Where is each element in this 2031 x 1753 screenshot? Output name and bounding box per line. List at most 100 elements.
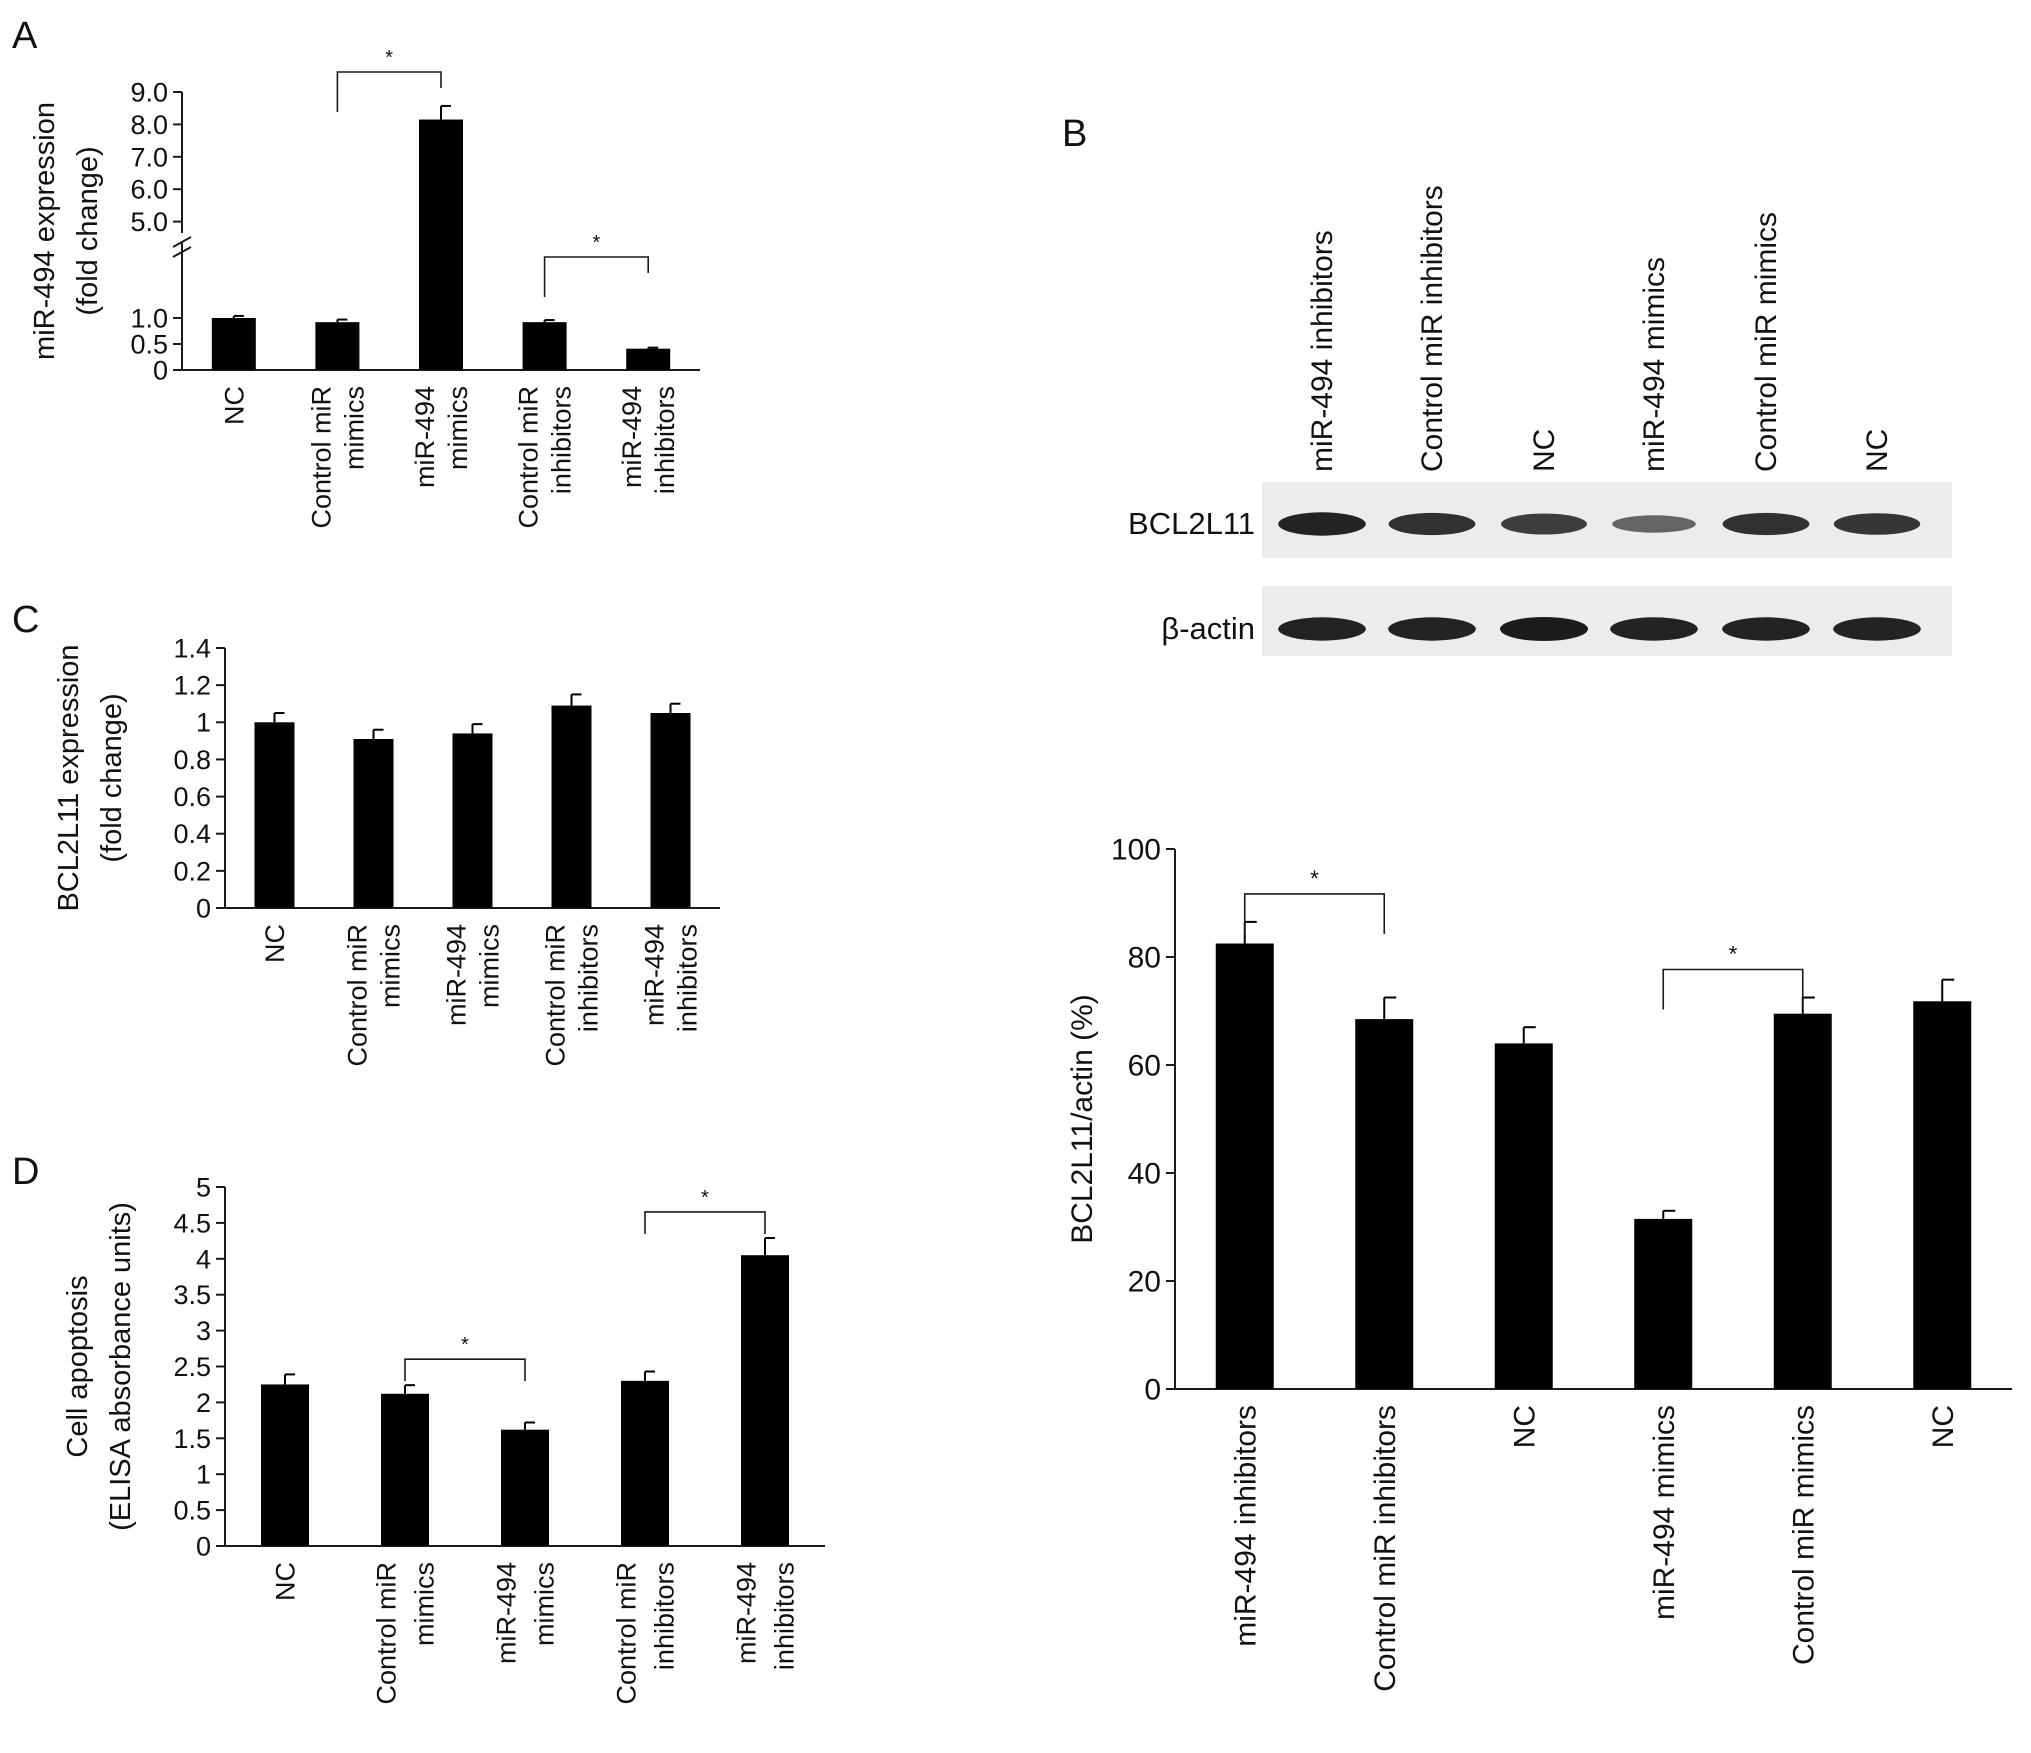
y-axis-title: miR-494 expression [29,102,61,360]
panel-letter-b: B [1062,113,1087,155]
x-category-label: inhibitors [672,924,702,1032]
x-category-label: Control miR [514,386,544,529]
bar [1634,1218,1693,1389]
lane-label: Control miR mimics [1750,212,1783,472]
x-category-label: mimics [529,1562,559,1646]
y-tick-label: 8.0 [130,110,168,140]
y-tick-label: 0.5 [173,1496,211,1526]
blot-band [1833,513,1921,535]
x-category-label: Control miR inhibitors [1369,1405,1402,1692]
x-category-label: Control miR [306,386,336,529]
x-category-label: NC [219,386,249,425]
chart-panel-d: 0 0.5 1 1.5 2 2.5 3 3.5 4 4.5 5 NC Control miR mimics… [62,1172,825,1705]
x-category-label: miR-494 mimics [1648,1405,1681,1620]
lane-label: miR-494 mimics [1638,257,1671,472]
bar [522,322,567,370]
significance-bracket [336,71,442,112]
blot-band [1278,512,1366,536]
chart-panel-c: 00.20.40.60.811.21.4NC Control miR mimics m… [53,633,720,1067]
bar [452,733,493,908]
blot-band [1278,617,1366,641]
y-tick-label: 2 [196,1388,211,1418]
bar [353,739,394,908]
x-category-label: inhibitors [649,1562,679,1670]
y-tick-label: 0 [153,355,168,385]
lane-label: NC [1528,429,1561,472]
y-tick-label: 1.2 [173,671,211,701]
y-axis-title: (fold change) [96,693,128,862]
blot-band [1501,513,1587,535]
y-tick-label: 20 [1128,1266,1161,1299]
x-category-label: mimics [339,386,369,470]
y-tick-label: 40 [1128,1158,1161,1191]
blot-band [1610,617,1698,641]
western-blot: miR-494 inhibitors Control miR inhibitors… [1128,185,1952,656]
lane-label: Control miR inhibitors [1416,185,1449,472]
bar [621,1380,669,1546]
blot-strip [1262,586,1952,656]
bar [1773,1013,1832,1389]
x-category-label: inhibitors [650,386,680,494]
significance-star: * [1729,942,1738,967]
x-category-label: mimics [474,924,504,1008]
x-category-label: Control miR [540,924,570,1067]
y-axis-title: Cell apoptosis [62,1275,94,1457]
y-axis-title: BCL2L11/actin (%) [1066,994,1099,1244]
significance-bracket [1243,893,1386,934]
bar [315,322,360,370]
x-category-label: miR-494 [441,924,471,1026]
bar [381,1393,429,1546]
y-tick-label: 1.5 [173,1424,211,1454]
bar [1215,943,1274,1389]
y-tick-label: 9.0 [130,77,168,107]
bar [1494,1043,1553,1389]
x-category-label: mimics [375,924,405,1008]
y-axis-title: (fold change) [72,146,104,315]
chart-panel-a: 00.51.05.06.07.08.09.0NC Control miR mimic… [29,47,700,529]
bar [1355,1019,1414,1389]
bar [254,722,295,908]
bar [261,1384,309,1546]
significance-star: * [701,1187,709,1209]
panel-letter-d: D [12,1151,39,1193]
y-tick-label: 0.6 [173,782,211,812]
significance-bracket [1662,968,1804,1010]
y-tick-label: 3 [196,1316,211,1346]
axis-break-mark [172,246,192,258]
x-category-label: NC [260,924,290,963]
blot-band [1722,512,1810,536]
y-axis-title: (ELISA absorbance units) [105,1202,137,1531]
bar [1913,1001,1972,1389]
blot-band [1833,617,1921,641]
blot-band [1722,617,1810,641]
blot-band [1612,515,1696,533]
y-tick-label: 5 [196,1172,211,1202]
blot-row-label: BCL2L11 [1128,506,1255,541]
bar [626,348,671,370]
y-tick-label: 4 [196,1244,211,1274]
y-axis-title: BCL2L11 expression [53,644,85,911]
y-tick-label: 100 [1111,834,1161,867]
y-tick-label: 1 [196,1460,211,1490]
x-category-label: NC [1927,1405,1960,1448]
blot-band [1388,512,1476,536]
x-category-label: miR-494 inhibitors [1229,1405,1262,1647]
x-category-label: inhibitors [573,924,603,1032]
x-category-label: Control miR mimics [1787,1405,1820,1665]
blot-band [1388,617,1476,641]
x-category-label: NC [1508,1405,1541,1448]
lane-label: miR-494 inhibitors [1306,230,1339,472]
significance-star: * [461,1334,469,1356]
y-tick-label: 0 [1144,1374,1161,1407]
y-tick-label: 7.0 [130,142,168,172]
y-tick-label: 60 [1128,1050,1161,1083]
significance-star: * [593,232,601,254]
y-tick-label: 80 [1128,942,1161,975]
y-tick-label: 0.8 [173,745,211,775]
axis-break-mark [172,236,192,248]
significance-star: * [1310,866,1319,891]
y-tick-label: 1.0 [130,303,168,333]
y-tick-label: 0 [196,893,211,923]
